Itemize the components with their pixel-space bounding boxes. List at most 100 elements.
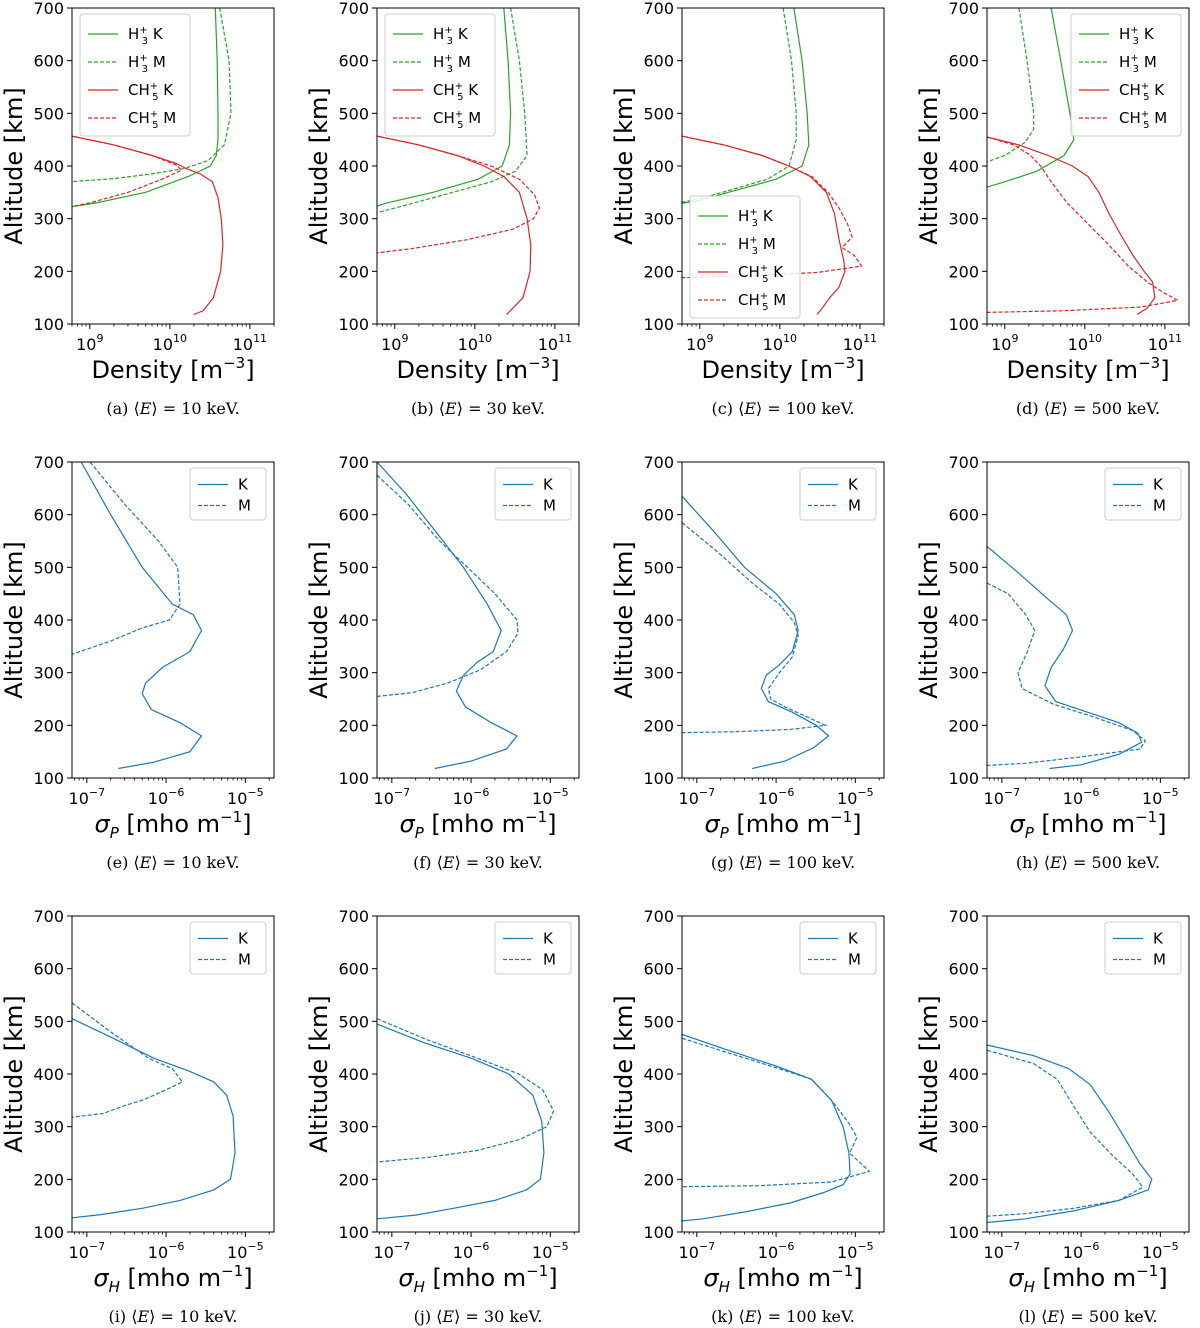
- x-tick-label: 10−6: [758, 1240, 795, 1262]
- series-line-m: [377, 1018, 555, 1163]
- axes-frame: [681, 915, 885, 1233]
- y-tick-label: 100: [948, 315, 979, 334]
- legend-entry: CH+ 5 M: [433, 109, 481, 131]
- y-tick-label: 700: [338, 907, 369, 926]
- x-tick-label: 10−5: [532, 786, 569, 808]
- series-line-h3-m: [987, 8, 1035, 163]
- panel-caption: (c) ⟨E⟩ = 100 keV.: [712, 399, 855, 418]
- x-tick-label: 10−7: [984, 1240, 1021, 1262]
- y-tick-label: 100: [948, 1223, 979, 1242]
- x-axis-label: σP [mho m−1]: [1009, 808, 1166, 842]
- y-tick-label: 300: [33, 664, 64, 683]
- y-tick-label: 300: [643, 1118, 674, 1137]
- legend-entry: M: [238, 951, 251, 969]
- legend-entry: M: [1153, 951, 1166, 969]
- y-tick-label: 400: [33, 1065, 64, 1084]
- x-axis-label: σP [mho m−1]: [94, 808, 251, 842]
- x-tick-label: 10−7: [984, 786, 1021, 808]
- legend-entry: H+ 3 M: [1119, 53, 1157, 75]
- y-tick-label: 700: [643, 907, 674, 926]
- y-tick-label: 100: [33, 1223, 64, 1242]
- y-tick-label: 200: [33, 262, 64, 281]
- y-tick-label: 200: [643, 716, 674, 735]
- legend-entry: CH+ 5 K: [128, 81, 174, 103]
- x-axis-label: σH [mho m−1]: [703, 1262, 862, 1296]
- x-axis-label: Density [m−3]: [91, 354, 254, 384]
- axes-frame: [986, 915, 1190, 1233]
- x-tick-label: 10−7: [679, 1240, 716, 1262]
- x-tick-label: 1011: [538, 332, 572, 354]
- y-tick-label: 400: [643, 157, 674, 176]
- x-tick-label: 109: [991, 332, 1018, 354]
- series-line-k: [682, 495, 830, 770]
- x-tick-label: 1010: [458, 332, 492, 354]
- y-tick-label: 600: [338, 506, 369, 525]
- x-tick-label: 10−6: [453, 786, 490, 808]
- series-line-h3-m: [682, 8, 797, 203]
- y-tick-label: 600: [643, 506, 674, 525]
- legend-box: [1104, 467, 1182, 521]
- x-tick-label: 10−5: [837, 786, 874, 808]
- x-axis-label: Density [m−3]: [396, 354, 559, 384]
- y-tick-label: 200: [948, 1170, 979, 1189]
- legend-entry: CH+ 5 M: [128, 109, 176, 131]
- series-line-m: [682, 1037, 871, 1188]
- y-tick-label: 600: [338, 960, 369, 979]
- series-group: [987, 8, 1180, 316]
- legend: KM: [799, 467, 877, 521]
- legend-entry: CH+ 5 M: [1119, 109, 1167, 131]
- x-tick-label: 10−6: [453, 1240, 490, 1262]
- y-tick-label: 700: [33, 907, 64, 926]
- panel-caption: (e) ⟨E⟩ = 10 keV.: [106, 853, 239, 872]
- y-tick-label: 100: [33, 769, 64, 788]
- y-tick-label: 500: [338, 1012, 369, 1031]
- x-tick-label: 10−7: [374, 786, 411, 808]
- panel-caption: (k) ⟨E⟩ = 100 keV.: [711, 1307, 855, 1326]
- legend-entry: M: [543, 951, 556, 969]
- y-tick-label: 500: [338, 104, 369, 123]
- y-tick-label: 200: [338, 1170, 369, 1189]
- panel-h: 10−7 10−6 10−5 100 200 300 400 500 600 700 Altitud…: [915, 453, 1190, 872]
- y-axis-label: Altitude [km]: [305, 995, 333, 1152]
- legend-entry: CH+ 5 K: [433, 81, 479, 103]
- y-axis-label: Altitude [km]: [305, 87, 333, 244]
- y-tick-label: 600: [948, 960, 979, 979]
- x-tick-label: 10−7: [374, 1240, 411, 1262]
- panel-caption: (j) ⟨E⟩ = 30 keV.: [414, 1307, 543, 1326]
- series-line-ch5-k: [377, 135, 532, 315]
- legend: KM: [799, 921, 877, 975]
- legend: KM: [494, 467, 572, 521]
- y-tick-label: 600: [33, 52, 64, 71]
- y-axis-label: Altitude [km]: [915, 87, 943, 244]
- y-axis-label: Altitude [km]: [915, 995, 943, 1152]
- legend-entry: CH+ 5 K: [738, 263, 784, 285]
- legend-entry: H+ 3 K: [1119, 25, 1155, 47]
- legend-entry: K: [543, 930, 554, 948]
- y-tick-label: 600: [948, 506, 979, 525]
- legend-entry: K: [848, 930, 859, 948]
- series-line-h3-k: [682, 8, 810, 204]
- y-tick-label: 200: [948, 716, 979, 735]
- series-group: [377, 462, 519, 770]
- x-tick-label: 10−5: [227, 786, 264, 808]
- x-axis-label: σP [mho m−1]: [704, 808, 861, 842]
- legend: KM: [189, 467, 267, 521]
- y-tick-label: 100: [338, 769, 369, 788]
- legend-box: [799, 921, 877, 975]
- y-tick-label: 400: [948, 611, 979, 630]
- x-tick-label: 1011: [1148, 332, 1182, 354]
- series-group: [987, 1044, 1153, 1224]
- panel-k: 10−7 10−6 10−5 100 200 300 400 500 600 700 Altitud…: [610, 907, 885, 1326]
- y-tick-label: 700: [338, 0, 369, 18]
- y-axis-label: Altitude [km]: [0, 87, 28, 244]
- y-tick-label: 100: [643, 1223, 674, 1242]
- x-tick-label: 109: [76, 332, 103, 354]
- legend: H+ 3 K H+ 3 M CH+ 5 K CH+ 5 M: [689, 195, 801, 319]
- y-axis-label: Altitude [km]: [305, 541, 333, 698]
- x-tick-label: 10−7: [69, 786, 106, 808]
- legend-entry: H+ 3 M: [128, 53, 166, 75]
- x-tick-label: 1011: [233, 332, 267, 354]
- axes-frame: [71, 461, 275, 779]
- series-group: [377, 8, 541, 315]
- series-line-m: [987, 1049, 1144, 1217]
